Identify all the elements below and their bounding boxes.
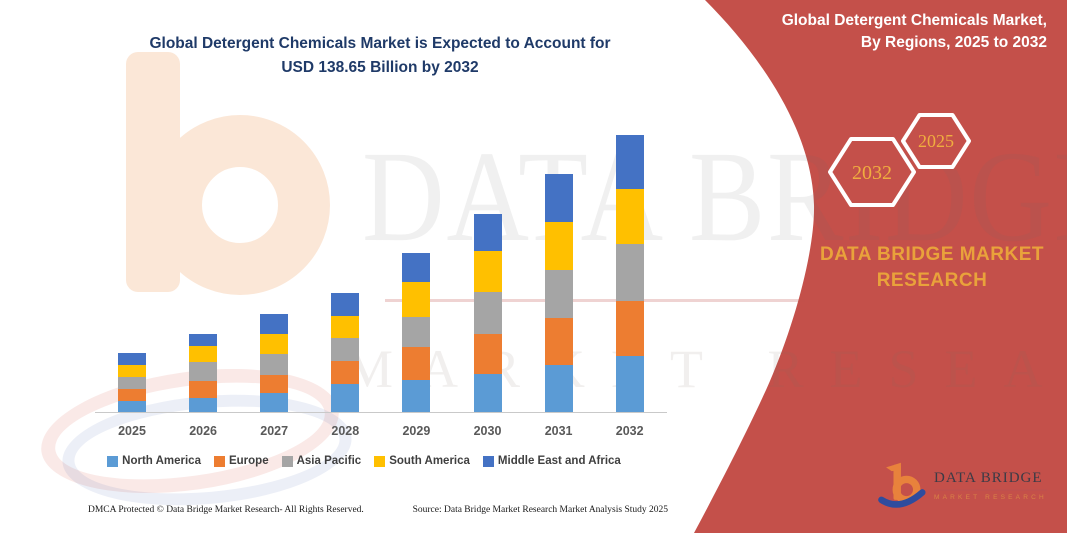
bar-segment-2031 <box>544 365 573 412</box>
bar-segment-2027 <box>260 313 289 334</box>
chart-title-line1: Global Detergent Chemicals Market is Exp… <box>149 35 611 52</box>
bar-segment-2032 <box>615 244 644 301</box>
panel-title: Global Detergent Chemicals Market, By Re… <box>717 10 1047 54</box>
legend-swatch <box>374 455 386 467</box>
brand-text-line2: RESEARCH <box>876 270 988 291</box>
bar-segment-2025 <box>118 352 146 365</box>
x-axis-line <box>95 412 667 413</box>
footer-source-text: Source: Data Bridge Market Research Mark… <box>412 505 668 515</box>
bar-segment-2031 <box>544 221 573 271</box>
chart-title: Global Detergent Chemicals Market is Exp… <box>80 32 680 80</box>
x-axis-label: 2026 <box>189 424 217 438</box>
legend-item: North America <box>107 455 201 467</box>
bar-2026 <box>189 333 218 412</box>
bar-segment-2027 <box>260 374 289 393</box>
bar-2025 <box>118 352 146 412</box>
legend-swatch <box>107 455 119 467</box>
x-axis-label: 2030 <box>473 424 502 438</box>
bar-segment-2030 <box>473 291 502 335</box>
bar-segment-2028 <box>331 361 360 384</box>
bar-segment-2028 <box>331 293 360 316</box>
legend-swatch <box>281 455 293 467</box>
logo-tagline: MARKET RESEARCH <box>934 493 1047 501</box>
bar-segment-2026 <box>189 397 218 412</box>
bar-2032 <box>615 134 644 412</box>
bar-segment-2025 <box>118 401 146 412</box>
legend-label: Europe <box>228 455 269 467</box>
x-axis-label: 2027 <box>260 424 289 438</box>
bar-segment-2029 <box>402 317 431 347</box>
panel-title-line2: By Regions, 2025 to 2032 <box>860 34 1047 51</box>
brand-text: DATA BRIDGE MARKET RESEARCH <box>810 242 1054 294</box>
x-axis-label: 2029 <box>402 424 431 438</box>
bar-2027 <box>260 313 289 412</box>
bar-2031 <box>544 174 573 412</box>
brand-text-line1: DATA BRIDGE MARKET <box>820 244 1044 265</box>
bar-segment-2025 <box>118 389 146 402</box>
bar-segment-2026 <box>189 361 218 382</box>
bar-2028 <box>331 293 360 412</box>
footer: DMCA Protected © Data Bridge Market Rese… <box>88 505 668 515</box>
bar-2029 <box>402 253 431 412</box>
bar-segment-2029 <box>402 253 431 282</box>
bar-segment-2032 <box>615 356 644 412</box>
bar-segment-2029 <box>402 380 431 412</box>
x-axis-label: 2028 <box>331 424 360 438</box>
legend-label: Asia Pacific <box>296 455 362 467</box>
chart-plot-area <box>95 133 667 413</box>
legend-swatch <box>213 455 225 467</box>
bar-segment-2028 <box>331 315 360 338</box>
logo-name: DATA BRIDGE <box>934 470 1047 491</box>
databridge-logo: DATA BRIDGE MARKET RESEARCH <box>874 458 1047 512</box>
bar-2030 <box>473 214 502 412</box>
x-axis-labels: 2025 2026 2027 2028 2029 2030 2031 2032 <box>95 424 667 442</box>
chart-legend: North America Europe Asia Pacific South Ame… <box>58 455 670 467</box>
legend-item: Europe <box>213 455 269 467</box>
bar-segment-2025 <box>118 364 146 378</box>
watermark-marketresearch-text: MARKET RESEARCH <box>345 339 1067 399</box>
databridge-logo-text: DATA BRIDGE MARKET RESEARCH <box>934 470 1047 501</box>
bar-segment-2032 <box>615 300 644 357</box>
legend-item: South America <box>374 455 470 467</box>
x-axis-label: 2032 <box>615 424 644 438</box>
bar-segment-2030 <box>473 373 502 412</box>
bar-segment-2027 <box>260 333 289 354</box>
bar-segment-2028 <box>331 337 360 362</box>
bar-segment-2027 <box>260 393 289 412</box>
bar-segment-2026 <box>189 381 218 398</box>
bar-segment-2032 <box>615 134 644 190</box>
bar-segment-2025 <box>118 377 146 390</box>
x-axis-label: 2025 <box>118 424 146 438</box>
legend-swatch <box>482 455 494 467</box>
legend-label: North America <box>122 455 201 467</box>
bar-segment-2029 <box>402 346 431 381</box>
bar-segment-2031 <box>544 318 573 366</box>
red-panel-shape <box>694 0 1067 533</box>
legend-item: Middle East and Africa <box>482 455 621 467</box>
bar-segment-2031 <box>544 174 573 222</box>
watermark-red-line <box>385 299 805 302</box>
bar-segment-2030 <box>473 214 502 252</box>
bar-segment-2030 <box>473 251 502 292</box>
legend-item: Asia Pacific <box>281 455 362 467</box>
bar-segment-2027 <box>260 353 289 375</box>
bar-segment-2032 <box>615 189 644 245</box>
legend-label: Middle East and Africa <box>497 455 621 467</box>
chart-title-line2: USD 138.65 Billion by 2032 <box>281 59 479 76</box>
bar-segment-2029 <box>402 281 431 318</box>
x-axis-label: 2031 <box>544 424 573 438</box>
legend-label: South America <box>389 455 470 467</box>
bar-segment-2026 <box>189 345 218 362</box>
bar-segment-2028 <box>331 384 360 412</box>
bar-segment-2030 <box>473 334 502 374</box>
panel-title-line1: Global Detergent Chemicals Market, <box>781 12 1047 29</box>
databridge-logo-icon <box>878 462 926 508</box>
bar-segment-2031 <box>544 270 573 319</box>
footer-dmca-text: DMCA Protected © Data Bridge Market Rese… <box>88 505 364 515</box>
bar-segment-2026 <box>189 333 218 346</box>
